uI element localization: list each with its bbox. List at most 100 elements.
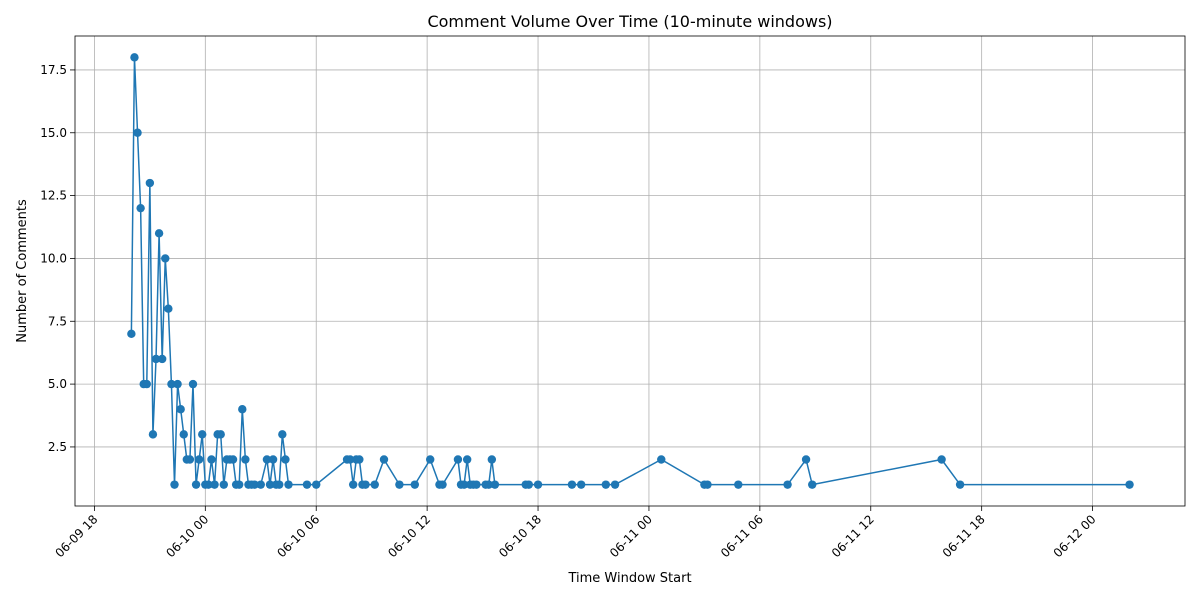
data-point [348,480,358,489]
data-point [453,455,463,464]
data-point [256,480,265,489]
data-point [127,329,136,339]
data-point [268,455,278,464]
data-point [188,379,198,389]
data-point [164,304,173,313]
y-tick-label: 17.5 [40,63,67,77]
data-point [145,178,155,188]
data-point [228,455,238,464]
data-point [185,455,195,464]
data-point [161,254,170,263]
data-point [490,480,500,489]
x-axis-label: Time Window Start [567,571,691,586]
data-point [241,455,250,464]
data-point [262,455,272,464]
data-point [601,480,611,489]
x-tick-label: 06-10 12 [385,512,433,560]
data-point [194,455,204,464]
series [127,53,1134,489]
data-point [426,455,435,464]
data-point [567,480,577,489]
data-point [783,480,792,489]
data-point [275,480,284,489]
data-point [130,53,139,62]
x-tick-label: 06-11 06 [718,512,766,560]
x-tick-label: 06-10 06 [274,512,322,560]
data-point [472,480,481,489]
data-point [955,480,965,489]
x-tick-label: 06-10 18 [496,512,544,560]
data-point [657,455,666,464]
data-point [487,455,497,464]
data-point [459,480,469,489]
x-tick-label: 06-11 18 [940,512,988,560]
grid [75,36,1185,506]
data-point [1125,480,1134,489]
y-axis-label: Number of Comments [15,199,30,343]
data-point [179,430,188,439]
data-point [533,480,543,489]
data-point [703,480,712,489]
x-tick-label: 06-12 00 [1051,512,1099,560]
data-point [235,480,244,489]
data-point [133,128,142,137]
y-tick-label: 15.0 [40,126,67,140]
series-line [130,57,1130,486]
chart-title: Comment Volume Over Time (10-minute wind… [427,12,832,31]
plot-frame [74,35,1186,507]
y-tick-label: 2.5 [48,440,67,454]
data-point [210,480,219,489]
data-point [151,354,161,364]
x-tick-label: 06-11 12 [829,512,877,560]
x-tick-label: 06-09 18 [52,512,100,560]
data-point [734,480,743,489]
data-point [370,480,379,489]
data-point [284,480,293,489]
y-tick-label: 5.0 [48,377,67,391]
data-point [484,480,493,489]
data-point [410,480,420,489]
data-point [157,354,167,364]
y-tick-label: 7.5 [48,314,67,328]
data-point [204,480,213,489]
data-point [801,455,811,464]
data-point [265,480,275,489]
data-point [207,455,216,464]
y-tick-label: 12.5 [40,189,67,203]
data-point [167,379,176,389]
data-point [170,480,179,489]
data-point [142,379,151,389]
data-point [176,405,185,414]
data-point [462,455,472,464]
data-point [250,480,259,489]
x-tick-label: 06-11 00 [607,512,655,560]
data-point [281,455,290,464]
data-point [808,480,817,489]
data-point [198,430,207,439]
data-point [524,480,533,489]
data-point [576,480,586,489]
data-point [395,480,404,489]
data-point [191,480,201,489]
data-point [216,430,225,439]
data-point [302,480,312,489]
data-point [219,480,228,489]
data-point [610,480,620,489]
x-tick-label: 06-10 00 [163,512,211,560]
data-point [361,480,370,489]
data-point [379,455,389,464]
data-point [345,455,355,464]
data-point [238,405,247,414]
data-point [148,430,158,439]
data-point [937,455,946,464]
data-point [136,203,145,213]
data-point [438,480,447,489]
data-point [355,455,364,464]
data-point [278,430,287,439]
data-point [312,480,321,489]
data-point [154,229,164,238]
y-tick-label: 10.0 [40,251,67,265]
data-point [173,379,182,389]
